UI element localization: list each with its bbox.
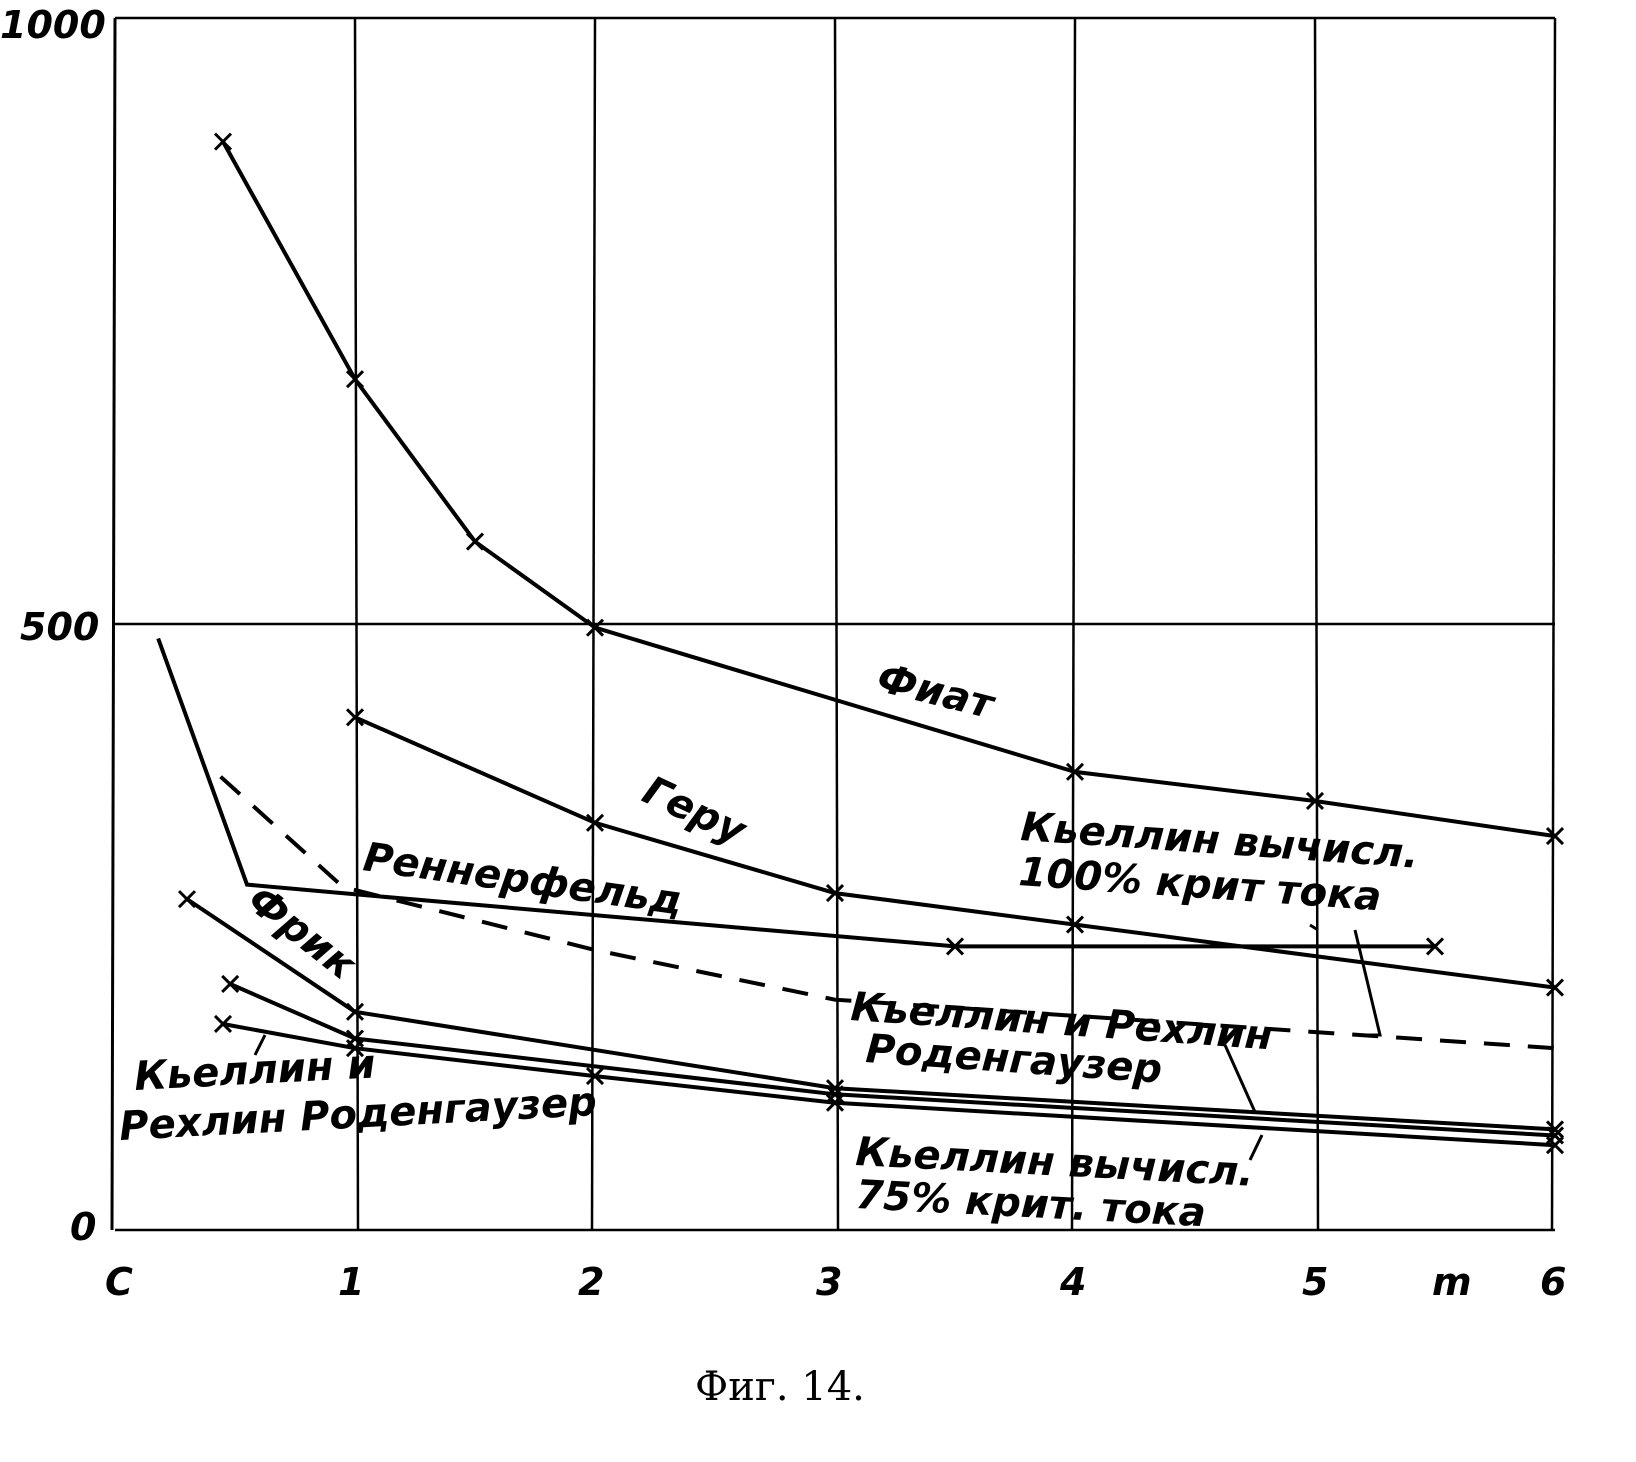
- leader-lines: [253, 923, 1382, 1161]
- data-point-7-2: [585, 1067, 605, 1086]
- y-tick-1000: 1000: [0, 3, 106, 47]
- grid-vline-0: [110, 17, 117, 1231]
- data-point-0-2: [465, 532, 485, 551]
- data-point-1-1: [585, 813, 605, 832]
- data-point-0-1: [345, 370, 365, 389]
- series-line-0: [221, 140, 1556, 839]
- x-tick-0: C: [105, 1260, 133, 1304]
- x-tick-4: 4: [1059, 1260, 1086, 1304]
- data-point-7-0: [213, 1014, 233, 1034]
- x-tick-5: 5: [1302, 1260, 1328, 1304]
- label-rennerfeld: Реннерфельд: [361, 834, 685, 924]
- data-point-0-6: [1545, 827, 1565, 846]
- series-line-2: [156, 637, 956, 949]
- label-kr-solid-line1: Кьеллин и: [133, 1041, 376, 1100]
- x-axis-label: m: [1432, 1260, 1472, 1304]
- series-group: [156, 132, 1565, 1155]
- data-point-3-1: [1425, 937, 1445, 956]
- data-point-0-3: [585, 618, 605, 637]
- figure-caption: Фиг. 14.: [695, 1364, 865, 1410]
- data-point-0-0: [213, 132, 233, 151]
- y-tick-0: 0: [70, 1205, 96, 1249]
- x-tick-1: 1: [338, 1260, 364, 1304]
- series-line-6: [229, 982, 1556, 1138]
- series-line-5: [185, 897, 1556, 1132]
- data-point-5-0: [177, 890, 197, 909]
- x-tick-2: 2: [578, 1260, 604, 1304]
- data-point-5-1: [345, 1002, 365, 1021]
- data-point-1-2: [825, 884, 845, 903]
- grid: [110, 16, 1557, 1232]
- data-point-7-1: [345, 1039, 365, 1058]
- data-point-6-2: [825, 1085, 845, 1104]
- label-geru: Геру: [636, 767, 754, 855]
- data-point-0-4: [1065, 762, 1085, 781]
- data-point-7-4: [1545, 1136, 1565, 1155]
- x-tick-6: 6: [1540, 1260, 1566, 1304]
- data-point-3-0: [945, 937, 965, 956]
- data-point-1-0: [345, 708, 365, 727]
- data-point-1-3: [1065, 915, 1085, 934]
- y-tick-500: 500: [20, 605, 99, 649]
- data-point-0-5: [1305, 791, 1325, 811]
- data-point-6-0: [221, 974, 240, 994]
- series-line-4: [219, 775, 1556, 1051]
- data-point-7-3: [825, 1093, 845, 1112]
- data-point-1-4: [1545, 978, 1565, 997]
- x-tick-3: 3: [816, 1260, 842, 1304]
